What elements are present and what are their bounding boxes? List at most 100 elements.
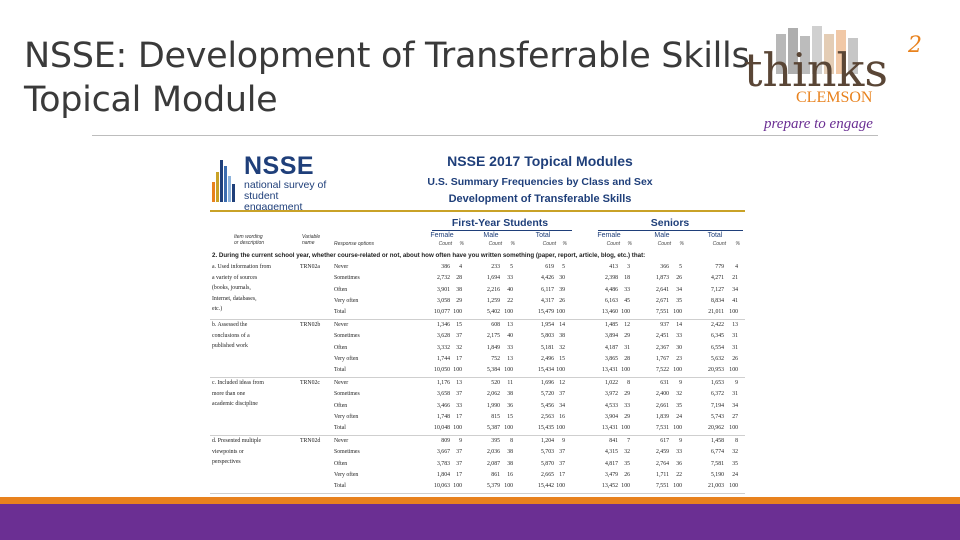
count-cell: 7,522	[655, 367, 669, 374]
count-cell: 6,774	[710, 449, 724, 456]
logo-brand: thinks	[744, 43, 888, 97]
count-cell: 21,011	[708, 309, 724, 316]
footer-purple-band	[0, 504, 960, 540]
percent-cell: 100	[504, 483, 513, 490]
count-cell: 1,849	[486, 344, 500, 351]
percent-cell: 8	[735, 438, 738, 444]
count-cell: 779	[715, 264, 724, 270]
count-cell: 1,873	[655, 275, 669, 282]
count-cell: 5,743	[710, 413, 724, 420]
percent-cell: 33	[507, 275, 513, 282]
count-cell: 619	[545, 264, 554, 270]
percent-cell: 3	[627, 264, 630, 270]
count-cell: 5,190	[710, 471, 724, 478]
percent-cell: 37	[456, 391, 462, 398]
response-option: Very often	[334, 297, 359, 304]
percent-cell: 31	[732, 344, 738, 351]
count-cell: 5,632	[710, 355, 724, 362]
percent-cell: 31	[624, 344, 630, 351]
group-seniors: Seniors	[650, 217, 690, 229]
count-cell: 6,372	[710, 391, 724, 398]
doc-heading: NSSE 2017 Topical Modules	[447, 153, 633, 169]
count-cell: 4,426	[540, 275, 554, 282]
percent-cell: 100	[556, 309, 565, 316]
percent-cell: 100	[556, 425, 565, 432]
subgroup-label: Total	[707, 232, 723, 239]
percent-label: %	[735, 241, 740, 247]
subgroup-label: Male	[654, 232, 670, 239]
count-cell: 3,628	[436, 333, 450, 340]
percent-cell: 24	[676, 413, 682, 420]
percent-cell: 35	[676, 402, 682, 409]
percent-cell: 35	[732, 460, 738, 467]
count-cell: 15,434	[538, 367, 554, 374]
count-cell: 1,804	[436, 471, 450, 478]
percent-cell: 29	[456, 297, 462, 304]
table-row: Never 1,346 15 608 13 1,954 14 1,485 12 937 14 2,42…	[210, 320, 745, 331]
count-cell: 1,458	[710, 438, 724, 444]
count-cell: 2,665	[540, 471, 554, 478]
variable-code: TRN02b	[300, 322, 321, 328]
footer-orange-stripe	[0, 497, 960, 504]
table-row: Never 386 4 233 5 619 5 413 3 366 5 779 4	[210, 262, 745, 273]
count-cell: 3,667	[436, 449, 450, 456]
table-row: Total 10,048 100 5,387 100 15,435 100 13,431 100…	[210, 423, 745, 434]
count-cell: 2,036	[486, 449, 500, 456]
count-cell: 5,456	[540, 402, 554, 409]
count-cell: 3,783	[436, 460, 450, 467]
percent-cell: 36	[507, 402, 513, 409]
percent-cell: 41	[732, 297, 738, 304]
percent-cell: 100	[621, 309, 630, 316]
count-cell: 2,422	[710, 322, 724, 328]
response-option: Never	[334, 322, 349, 328]
nsse-subtitle-line1: national survey of	[244, 179, 327, 191]
count-cell: 413	[609, 264, 618, 270]
percent-cell: 17	[456, 413, 462, 420]
percent-cell: 15	[507, 413, 513, 420]
response-option: Often	[334, 286, 348, 293]
percent-cell: 22	[507, 297, 513, 304]
count-cell: 861	[491, 471, 500, 478]
percent-cell: 33	[624, 402, 630, 409]
percent-cell: 100	[504, 367, 513, 374]
percent-cell: 11	[507, 380, 513, 386]
percent-cell: 100	[621, 425, 630, 432]
nsse-wordmark: NSSE	[244, 152, 315, 180]
count-cell: 13,431	[602, 367, 618, 374]
response-option: Total	[334, 367, 346, 374]
item-label-line: b. Assessed the	[212, 322, 248, 328]
subgroup-label: Total	[535, 232, 551, 239]
percent-cell: 37	[559, 391, 565, 398]
item-separator	[210, 377, 745, 378]
percent-cell: 34	[732, 286, 738, 293]
count-cell: 2,563	[540, 413, 554, 420]
percent-cell: 33	[624, 286, 630, 293]
response-option: Very often	[334, 355, 359, 362]
response-option: Very often	[334, 471, 359, 478]
count-cell: 1,259	[486, 297, 500, 304]
thinks2-clemson-logo: thinks 2 CLEMSON prepare to engage	[744, 26, 922, 132]
count-cell: 5,387	[486, 425, 500, 432]
count-cell: 10,063	[434, 483, 450, 490]
percent-cell: 16	[559, 413, 565, 420]
count-cell: 15,442	[538, 483, 554, 490]
percent-cell: 17	[456, 471, 462, 478]
percent-cell: 29	[624, 413, 630, 420]
count-cell: 1,485	[604, 322, 618, 328]
count-cell: 1,022	[604, 380, 618, 386]
count-cell: 395	[491, 438, 500, 444]
col-item-wording: Item wording or description	[234, 234, 264, 246]
percent-cell: 38	[559, 333, 565, 340]
percent-cell: 26	[732, 355, 738, 362]
col-variable-line1: Variable	[302, 234, 321, 240]
count-cell: 366	[660, 264, 669, 270]
percent-cell: 38	[507, 449, 513, 456]
percent-cell: 29	[624, 391, 630, 398]
count-cell: 1,653	[710, 380, 724, 386]
count-cell: 15,479	[538, 309, 554, 316]
col-response-options: Response options	[334, 241, 375, 247]
subgroup-label: Female	[597, 232, 621, 239]
count-cell: 2,661	[655, 402, 669, 409]
count-cell: 5,181	[540, 344, 554, 351]
count-cell: 2,087	[486, 460, 500, 467]
